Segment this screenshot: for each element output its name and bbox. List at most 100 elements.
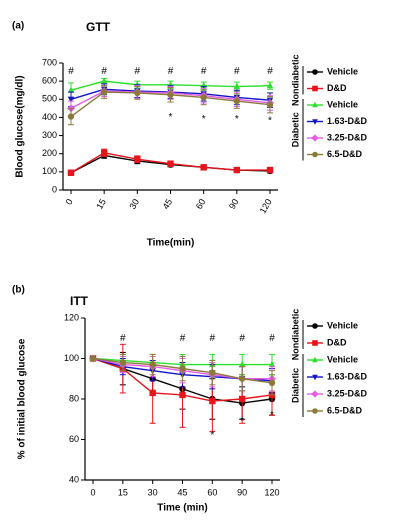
data-point bbox=[200, 94, 207, 101]
x-tick-label: 45 bbox=[177, 487, 187, 497]
annotation: # bbox=[239, 333, 245, 344]
annotation: # bbox=[210, 333, 216, 344]
legend-label: D&D bbox=[327, 337, 347, 347]
x-axis-label: Time (min) bbox=[157, 503, 207, 514]
data-point bbox=[266, 166, 274, 174]
y-axis-label: % of initial blood glucose bbox=[17, 338, 28, 459]
x-tick-label: 15 bbox=[94, 197, 108, 211]
data-point bbox=[100, 88, 108, 96]
legend-label: 6.5-D&D bbox=[327, 149, 363, 159]
x-tick-label: 30 bbox=[127, 197, 141, 211]
x-tick-label: 90 bbox=[227, 197, 241, 211]
y-tick-label: 80 bbox=[69, 393, 79, 403]
data-point bbox=[238, 395, 246, 403]
data-point bbox=[266, 81, 274, 89]
data-point bbox=[149, 361, 156, 368]
data-point bbox=[209, 369, 216, 376]
legend-group-label: Nondiabetic bbox=[290, 54, 300, 106]
legend-marker bbox=[312, 323, 318, 329]
y-tick-label: 300 bbox=[42, 130, 57, 140]
chart-title: GTT bbox=[86, 20, 111, 34]
data-point bbox=[200, 164, 207, 171]
data-point bbox=[179, 391, 186, 399]
x-tick-label: 15 bbox=[118, 487, 128, 497]
data-point bbox=[67, 96, 75, 104]
data-point bbox=[266, 101, 274, 108]
data-point bbox=[268, 360, 276, 368]
legend-label: 1.63-D&D bbox=[327, 371, 368, 381]
legend-label: D&D bbox=[327, 83, 347, 93]
legend-marker bbox=[312, 151, 318, 158]
legend-marker bbox=[312, 374, 318, 381]
legend-marker bbox=[311, 134, 319, 142]
data-point bbox=[67, 86, 75, 93]
legend-label: Vehicle bbox=[327, 354, 358, 364]
data-point bbox=[209, 397, 216, 405]
data-point bbox=[238, 375, 246, 382]
legend-marker bbox=[312, 340, 318, 346]
legend-marker bbox=[312, 85, 318, 92]
annotation: # bbox=[201, 66, 207, 77]
annotation: # bbox=[168, 66, 174, 77]
y-tick-label: 100 bbox=[64, 353, 79, 363]
annotation: * bbox=[270, 410, 274, 421]
y-tick-label: 120 bbox=[64, 312, 79, 322]
x-tick-label: 45 bbox=[161, 197, 175, 211]
x-tick-label: 90 bbox=[237, 487, 247, 497]
y-tick-label: 100 bbox=[42, 166, 57, 176]
y-tick-label: 60 bbox=[69, 434, 79, 444]
data-point bbox=[233, 97, 241, 105]
annotation: # bbox=[269, 333, 275, 344]
annotation: # bbox=[135, 66, 141, 77]
legend-label: 1.63-D&D bbox=[327, 116, 368, 126]
legend-group-label: Diabetic bbox=[290, 368, 300, 403]
legend-marker bbox=[312, 408, 318, 414]
data-point bbox=[100, 77, 108, 84]
legend-group-label: Nondiabetic bbox=[290, 309, 300, 361]
data-point bbox=[67, 113, 75, 120]
legend-label: Vehicle bbox=[327, 66, 358, 76]
legend-label: Vehicle bbox=[327, 320, 358, 330]
legend-marker bbox=[312, 69, 318, 75]
y-tick-label: 400 bbox=[42, 112, 57, 122]
annotation: * bbox=[210, 430, 214, 441]
y-tick-label: 0 bbox=[52, 184, 57, 194]
annotation: * bbox=[169, 112, 173, 123]
x-tick-label: 30 bbox=[148, 487, 158, 497]
data-point bbox=[268, 379, 276, 386]
y-tick-label: 40 bbox=[69, 474, 79, 484]
legend-label: Vehicle bbox=[327, 99, 358, 109]
y-tick-label: 700 bbox=[42, 57, 57, 67]
data-point bbox=[167, 160, 174, 167]
legend-label: 6.5-D&D bbox=[327, 405, 363, 415]
x-tick-label: 0 bbox=[64, 197, 75, 206]
x-tick-label: 0 bbox=[90, 487, 95, 497]
panel-label: (b) bbox=[12, 285, 25, 296]
annotation: * bbox=[202, 114, 206, 125]
x-tick-label: 60 bbox=[207, 487, 217, 497]
data-point bbox=[134, 155, 141, 163]
legend-marker bbox=[312, 119, 318, 125]
data-point bbox=[67, 169, 75, 176]
annotation: * bbox=[240, 416, 244, 427]
y-tick-label: 600 bbox=[42, 76, 57, 86]
annotation: * bbox=[268, 116, 272, 127]
chart-title: ITT bbox=[70, 294, 89, 308]
annotation: # bbox=[234, 66, 240, 77]
data-point bbox=[233, 166, 241, 174]
annotation: # bbox=[180, 333, 186, 344]
y-tick-label: 200 bbox=[42, 148, 57, 158]
legend-group-label: Diabetic bbox=[290, 112, 300, 147]
data-point bbox=[100, 149, 108, 157]
data-point bbox=[134, 89, 141, 97]
legend-label: 3.25-D&D bbox=[327, 388, 368, 398]
legend-marker bbox=[312, 356, 318, 363]
annotation: # bbox=[101, 66, 107, 77]
x-tick-label: 120 bbox=[258, 197, 274, 215]
y-tick-label: 500 bbox=[42, 94, 57, 104]
legend-marker bbox=[311, 390, 319, 398]
y-axis-label: Blood glucose(mg/dl) bbox=[15, 75, 26, 177]
x-tick-label: 60 bbox=[194, 197, 208, 211]
x-axis-label: Time(min) bbox=[147, 238, 195, 249]
